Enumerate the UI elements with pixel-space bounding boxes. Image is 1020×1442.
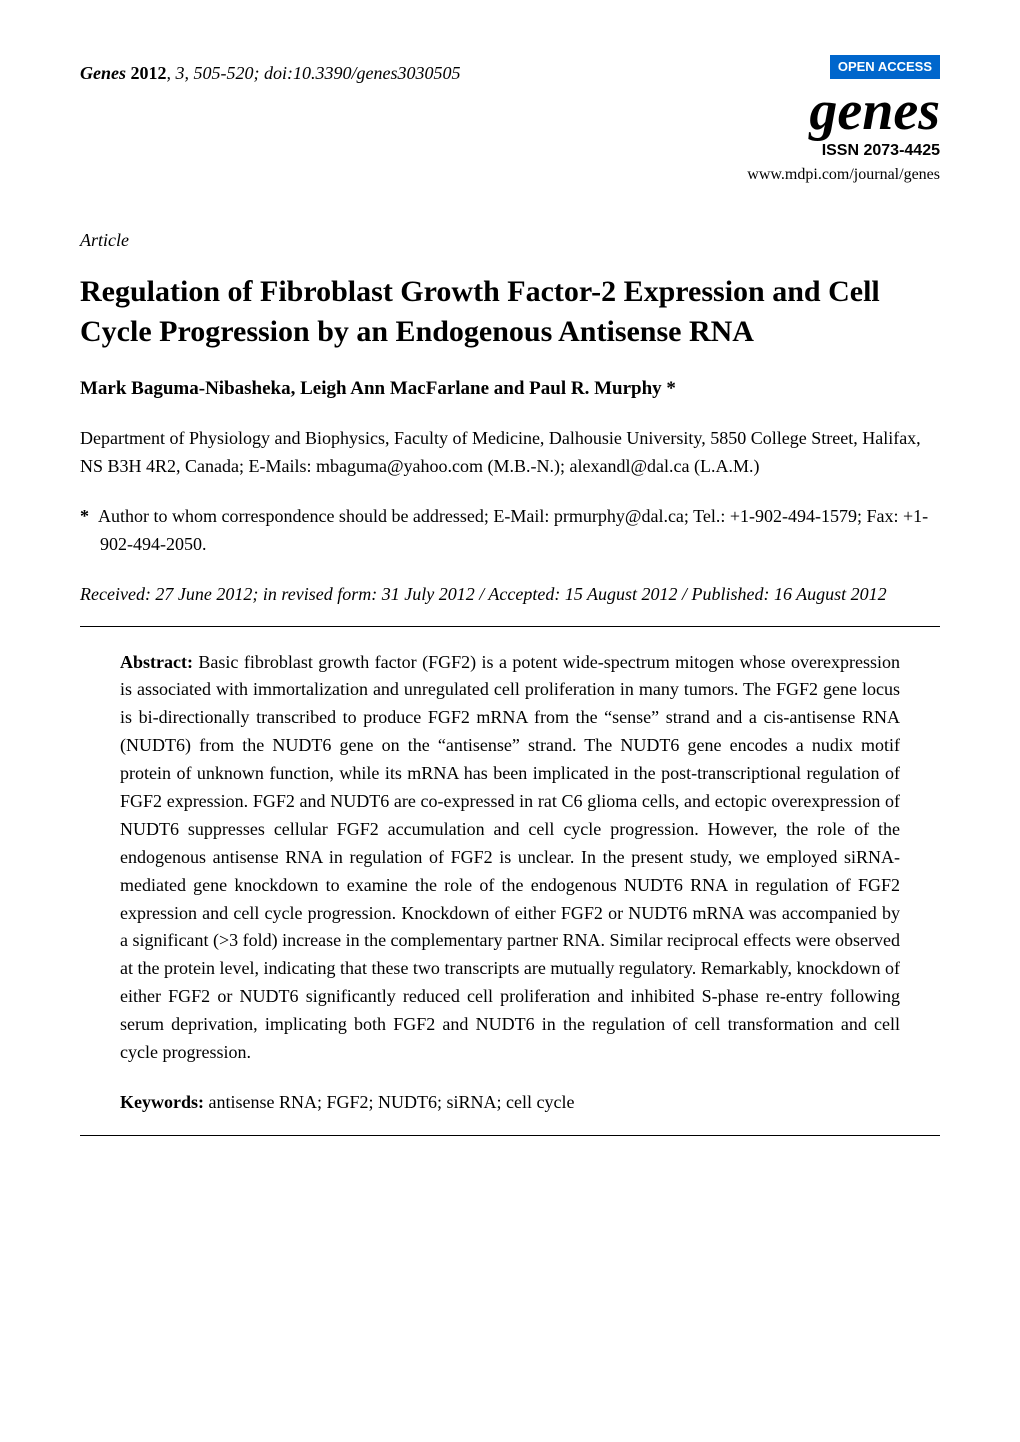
journal-url: www.mdpi.com/journal/genes: [747, 163, 940, 187]
header: Genes 2012, 3, 505-520; doi:10.3390/gene…: [80, 60, 940, 187]
abstract-block: Abstract: Basic fibroblast growth factor…: [80, 649, 940, 1117]
corresponding-text: Author to whom correspondence should be …: [98, 506, 928, 554]
article-dates: Received: 27 June 2012; in revised form:…: [80, 581, 940, 608]
pages: 505-520: [194, 63, 254, 83]
year: 2012: [131, 63, 167, 83]
ref-sep-3: ;: [254, 63, 265, 83]
divider-top: [80, 626, 940, 627]
ref-sep-2: ,: [185, 63, 194, 83]
keywords-label: Keywords:: [120, 1092, 204, 1112]
abstract: Abstract: Basic fibroblast growth factor…: [120, 649, 900, 1067]
keywords-text: antisense RNA; FGF2; NUDT6; siRNA; cell …: [209, 1092, 575, 1112]
abstract-text: Basic fibroblast growth factor (FGF2) is…: [120, 652, 900, 1062]
journal-name: Genes: [80, 63, 126, 83]
open-access-badge: OPEN ACCESS: [830, 55, 940, 79]
keywords: Keywords: antisense RNA; FGF2; NUDT6; si…: [120, 1089, 900, 1117]
article-title: Regulation of Fibroblast Growth Factor-2…: [80, 272, 940, 353]
corresponding-author: * Author to whom correspondence should b…: [80, 503, 940, 559]
issn: ISSN 2073-4425: [822, 139, 940, 163]
divider-bottom: [80, 1135, 940, 1136]
genes-logo: genes: [809, 83, 940, 139]
article-type: Article: [80, 227, 940, 254]
journal-reference: Genes 2012, 3, 505-520; doi:10.3390/gene…: [80, 60, 460, 87]
affiliation: Department of Physiology and Biophysics,…: [80, 425, 940, 481]
open-access-box: OPEN ACCESS genes ISSN 2073-4425 www.mdp…: [747, 55, 940, 187]
abstract-label: Abstract:: [120, 652, 193, 672]
corresponding-marker: *: [80, 506, 89, 526]
ref-sep-1: ,: [167, 63, 176, 83]
volume-issue: 3: [176, 63, 185, 83]
authors: Mark Baguma-Nibasheka, Leigh Ann MacFarl…: [80, 375, 940, 404]
doi: doi:10.3390/genes3030505: [264, 63, 460, 83]
